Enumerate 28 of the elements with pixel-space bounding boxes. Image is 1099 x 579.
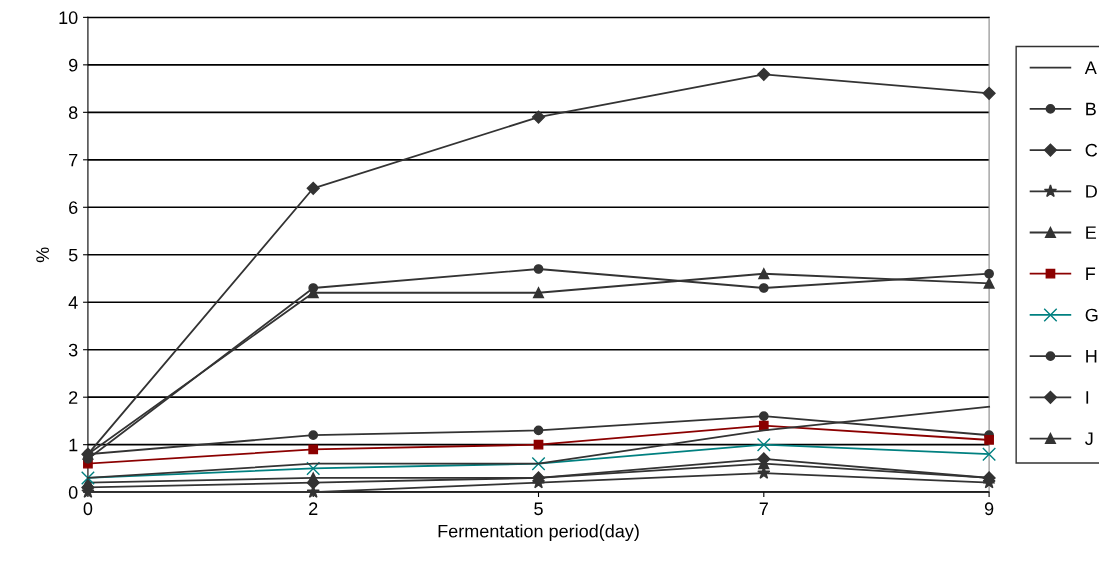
legend-label: A xyxy=(1084,61,1097,74)
y-tick-label: 0 xyxy=(68,486,78,499)
y-axis-title: % xyxy=(36,247,49,263)
x-tick-label: 2 xyxy=(309,502,318,515)
y-tick-label: 5 xyxy=(68,248,78,262)
legend-label: G xyxy=(1085,308,1098,322)
legend-label: J xyxy=(1085,432,1093,446)
x-axis-title: Fermentation period(day) xyxy=(438,524,639,542)
y-tick-label: 1 xyxy=(69,438,78,452)
x-tick-label: 0 xyxy=(83,502,93,516)
y-tick-label: 7 xyxy=(69,153,78,167)
y-tick-label: 2 xyxy=(69,391,78,404)
y-tick-label: 9 xyxy=(69,58,78,72)
y-tick-label: 6 xyxy=(69,201,78,214)
y-tick-label: 4 xyxy=(68,296,78,309)
x-tick-label: 7 xyxy=(759,502,768,515)
legend-label: I xyxy=(1086,391,1089,404)
legend-label: E xyxy=(1086,226,1097,239)
legend-label: F xyxy=(1086,267,1096,281)
y-tick-label: 8 xyxy=(68,106,78,120)
y-tick-label: 10 xyxy=(59,11,78,25)
legend-label: B xyxy=(1086,102,1096,116)
x-tick-label: 5 xyxy=(534,502,543,516)
legend-label: C xyxy=(1085,143,1098,157)
legend-label: D xyxy=(1086,185,1097,198)
legend-label: H xyxy=(1086,350,1097,363)
y-tick-label: 3 xyxy=(68,343,78,357)
x-tick-label: 9 xyxy=(984,502,994,516)
